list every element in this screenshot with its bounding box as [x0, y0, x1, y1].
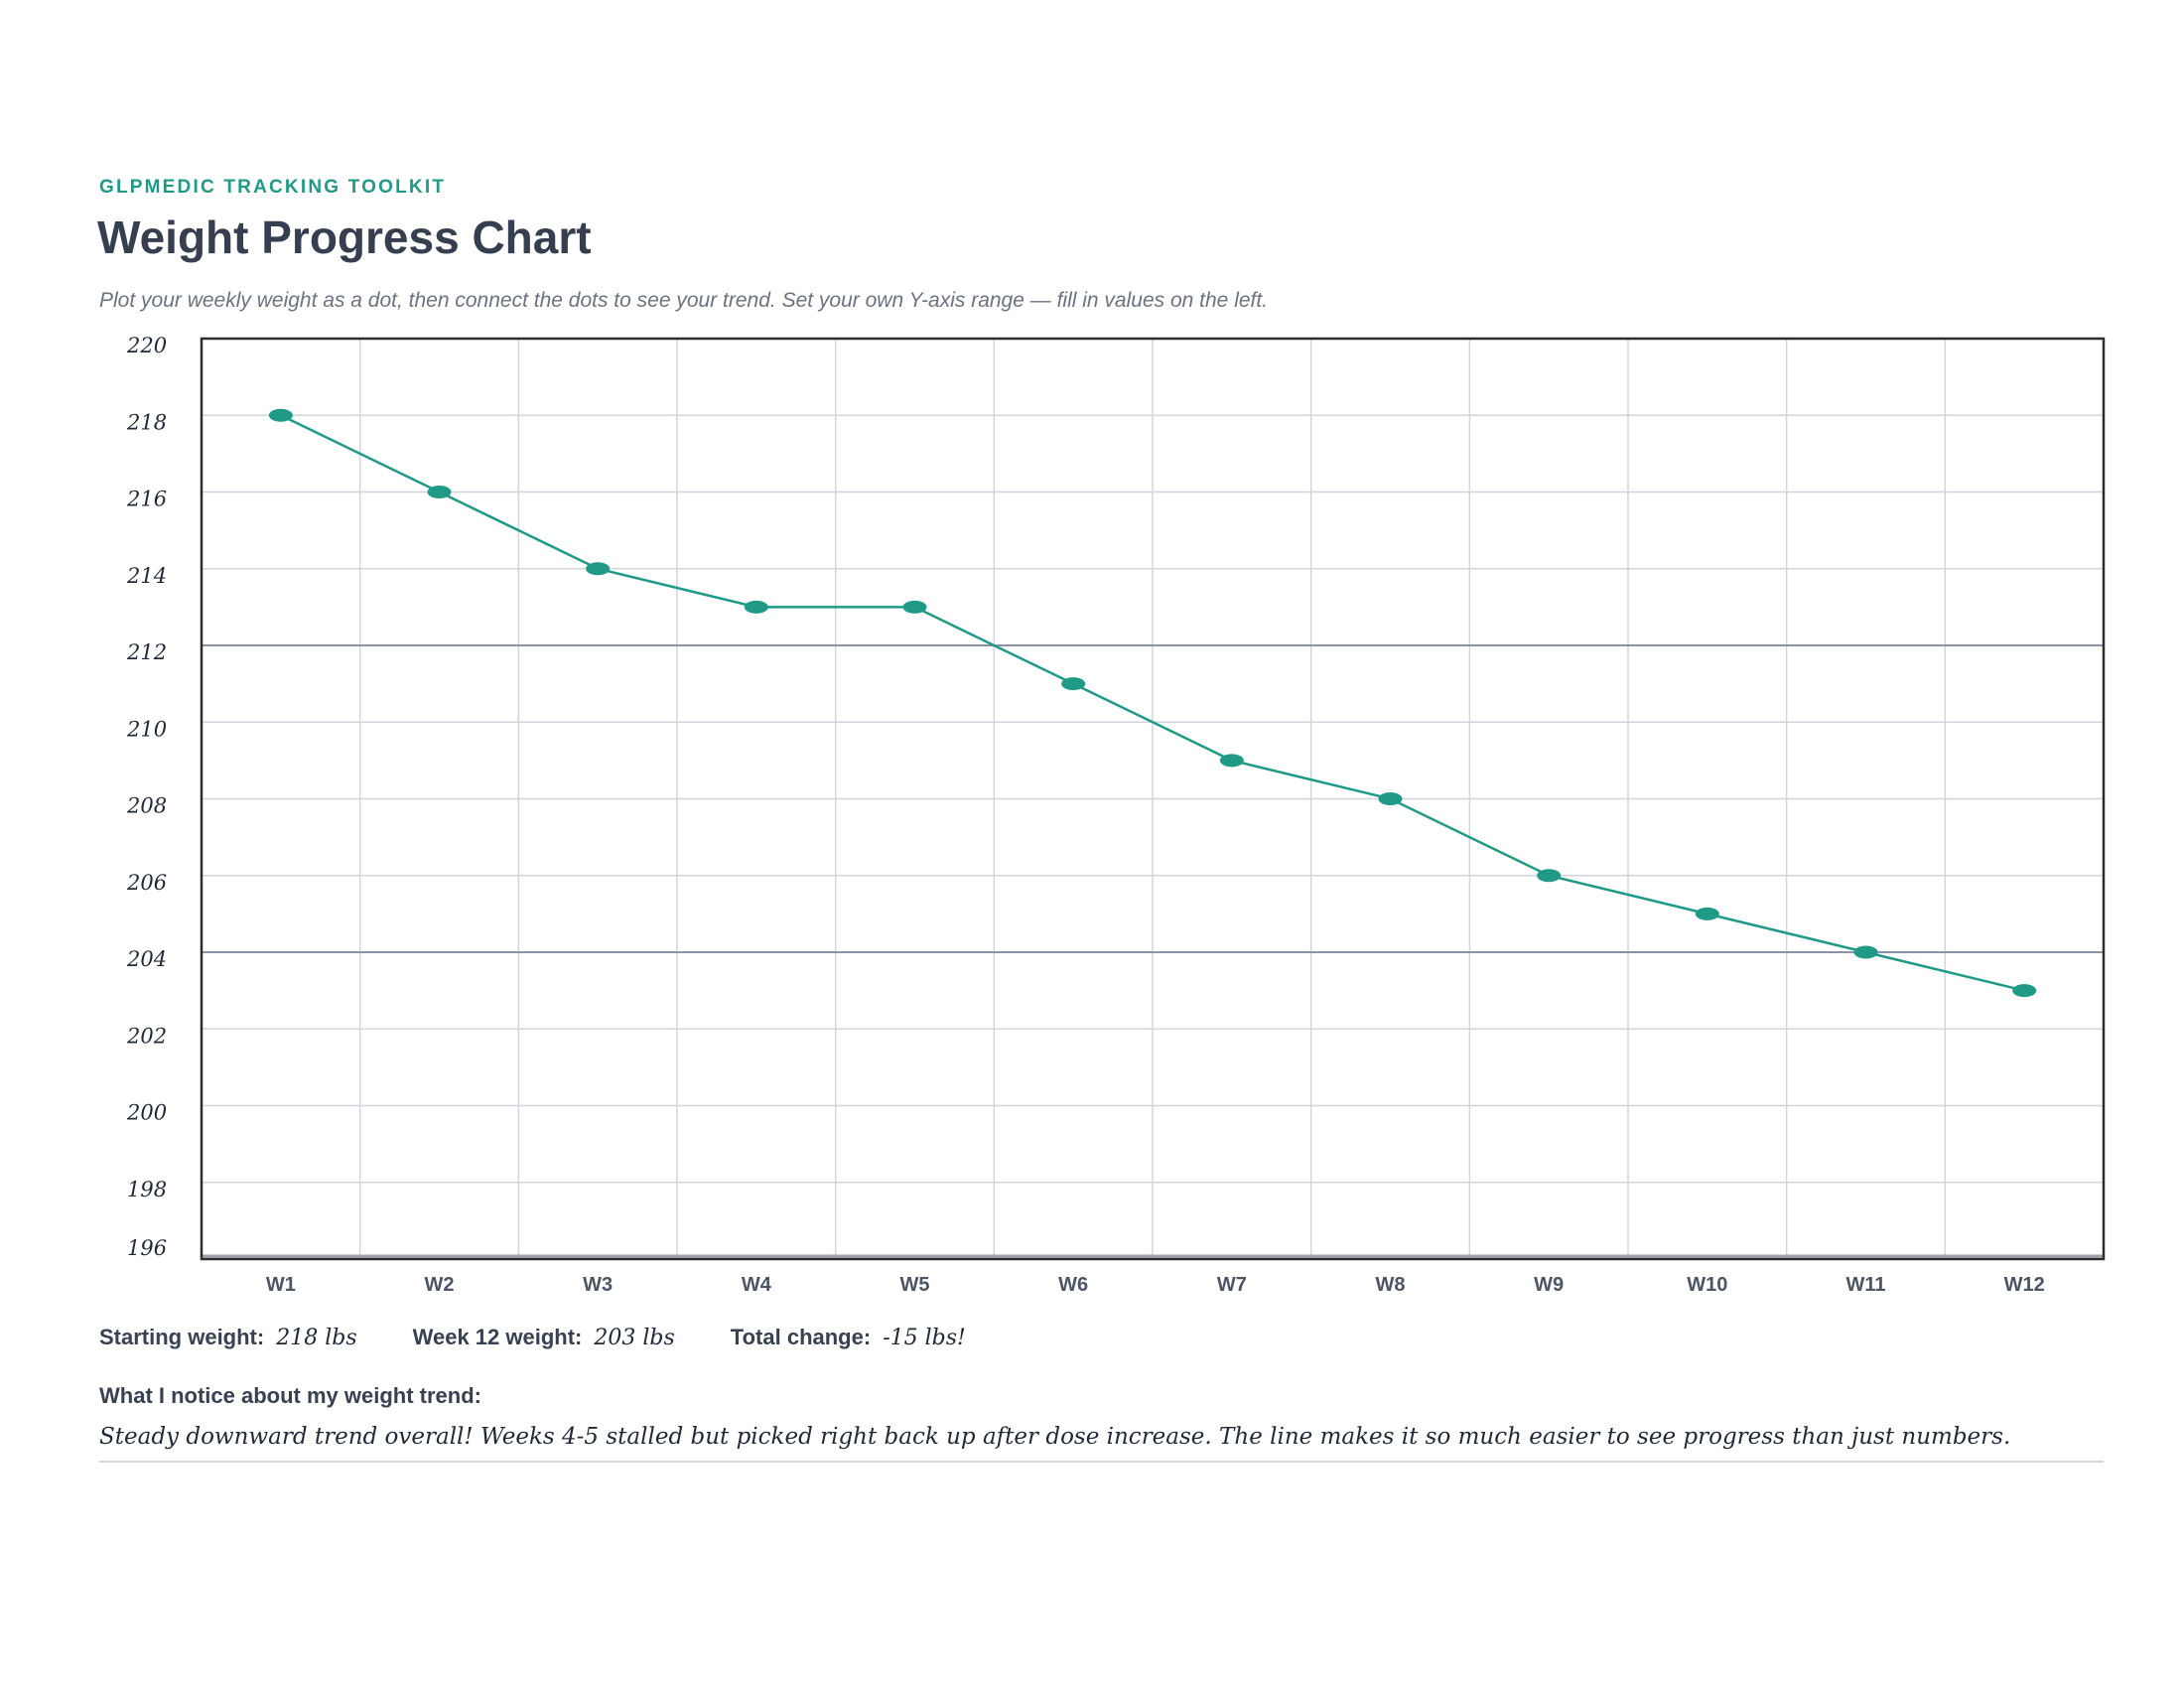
notes-text: Steady downward trend overall! Weeks 4-5…	[99, 1424, 2011, 1450]
y-tick-label: 208	[126, 794, 167, 818]
summary-row: Starting weight: 218 lbs Week 12 weight: 2…	[99, 1325, 1022, 1350]
x-tick-label: W3	[583, 1274, 613, 1296]
x-tick-label: W11	[1845, 1274, 1885, 1296]
x-tick-label: W5	[900, 1274, 930, 1296]
data-point	[1695, 907, 1719, 920]
total-change-value: -15 lbs!	[883, 1326, 966, 1350]
data-point	[1853, 945, 1878, 959]
x-tick-label: W1	[266, 1274, 296, 1296]
data-point	[1378, 792, 1403, 805]
page-title: Weight Progress Chart	[97, 211, 592, 263]
week12-weight: Week 12 weight: 203 lbs	[413, 1325, 675, 1350]
data-point	[268, 408, 293, 422]
x-tick-label: W6	[1058, 1274, 1088, 1296]
x-tick-label: W12	[2004, 1274, 2045, 1296]
x-tick-label: W9	[1534, 1274, 1564, 1296]
y-tick-label: 210	[126, 717, 167, 741]
y-tick-label: 218	[126, 410, 167, 434]
page-subtitle: Plot your weekly weight as a dot, then c…	[99, 289, 1269, 312]
data-point	[744, 600, 768, 614]
y-tick-label: 214	[126, 564, 167, 588]
starting-weight-value: 218 lbs	[276, 1326, 357, 1350]
x-tick-label: W4	[742, 1274, 772, 1296]
y-tick-label: 206	[126, 871, 167, 895]
data-point	[2012, 984, 2037, 998]
data-point	[586, 562, 611, 576]
data-point	[902, 600, 927, 614]
x-tick-label: W10	[1687, 1274, 1727, 1296]
y-tick-label: 212	[126, 640, 167, 664]
y-tick-label: 198	[127, 1178, 167, 1201]
data-point	[1219, 754, 1244, 768]
y-tick-label: 220	[126, 334, 167, 357]
starting-weight: Starting weight: 218 lbs	[99, 1325, 357, 1350]
week12-weight-value: 203 lbs	[594, 1326, 675, 1350]
y-tick-label: 202	[126, 1024, 167, 1048]
y-tick-label: 216	[126, 488, 167, 511]
y-tick-label: 196	[127, 1236, 167, 1260]
y-tick-label: 204	[126, 947, 167, 971]
data-point	[1061, 677, 1086, 691]
eyebrow-label: GLPMEDIC TRACKING TOOLKIT	[99, 177, 447, 198]
x-tick-label: W2	[425, 1274, 455, 1296]
total-change: Total change: -15 lbs!	[731, 1325, 966, 1350]
y-tick-label: 200	[126, 1101, 167, 1125]
notes-underline	[99, 1461, 2104, 1463]
x-tick-label: W8	[1376, 1274, 1406, 1296]
starting-weight-label: Starting weight:	[99, 1325, 265, 1349]
data-point	[427, 486, 452, 498]
x-tick-label: W7	[1217, 1274, 1247, 1296]
notes-label: What I notice about my weight trend:	[99, 1383, 481, 1408]
total-change-label: Total change:	[730, 1325, 872, 1349]
weight-chart: 220 218 216 214 212 210 208 206 204 202 200 198 196 W…	[126, 334, 2106, 1296]
trend-line	[280, 414, 2025, 992]
data-point	[1537, 869, 1562, 883]
week12-weight-label: Week 12 weight:	[412, 1325, 583, 1349]
plot-border	[200, 337, 2106, 1261]
